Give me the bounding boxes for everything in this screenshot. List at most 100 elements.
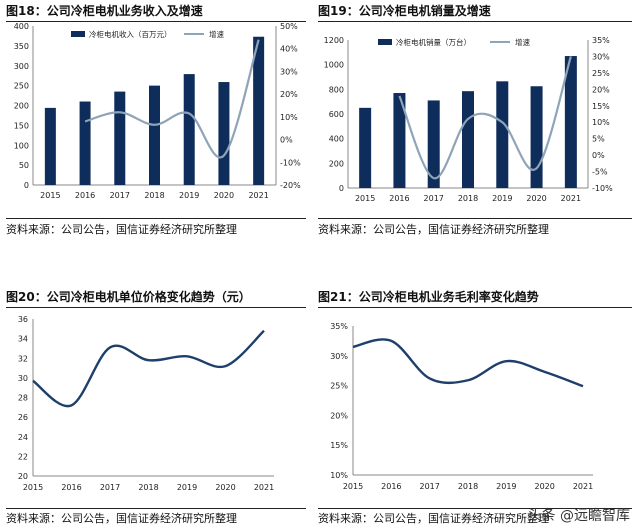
x-tick-label: 2019 — [492, 194, 512, 203]
figure-21-source: 资料来源：公司公告，国信证券经济研究所整理 — [318, 512, 549, 525]
bar — [359, 107, 372, 188]
x-tick-label: 2021 — [573, 482, 593, 491]
figure-19-panel: 图19：公司冷柜电机销量及增速 0 200 400 600 800 1000 1200 -10… — [318, 4, 638, 236]
figure-21-bottom-rule — [318, 508, 632, 509]
left-tick-label: 100 — [14, 141, 29, 150]
right-tick-label: 0% — [280, 136, 293, 145]
y-tick-label: 20 — [18, 472, 28, 481]
legend-bar-swatch — [378, 39, 392, 45]
right-tick-label: 15% — [592, 102, 610, 111]
figure-18-title: 图18：公司冷柜电机业务收入及增速 — [6, 4, 203, 18]
figure-21-title: 图21：公司冷柜电机业务毛利率变化趋势 — [318, 290, 539, 304]
left-tick-label: 600 — [329, 110, 344, 119]
x-tick-label: 2016 — [389, 194, 409, 203]
left-tick-label: 350 — [14, 42, 29, 51]
left-tick-label: 400 — [14, 22, 29, 31]
figure-18-top-rule — [6, 21, 306, 22]
legend-line-label: 增速 — [515, 37, 530, 47]
left-tick-label: 200 — [329, 159, 344, 168]
left-tick-label: 0 — [24, 181, 29, 190]
right-tick-label: -10% — [592, 184, 613, 193]
bar — [564, 56, 577, 189]
watermark-text: 头条 @远瞻智库 — [527, 508, 630, 524]
legend-bar-label: 冷柜电机收入（百万元） — [89, 29, 172, 39]
figure-18-source: 资料来源：公司公告，国信证券经济研究所整理 — [6, 223, 237, 236]
right-tick-label: -20% — [280, 181, 301, 190]
right-tick-label: -5% — [592, 168, 608, 177]
bar — [44, 107, 56, 185]
right-tick-label: 10% — [280, 113, 298, 122]
bar — [253, 36, 265, 185]
figure-20-title: 图20：公司冷柜电机单位价格变化趋势（元） — [6, 290, 251, 304]
growth-line — [84, 39, 260, 159]
trend-line — [352, 338, 584, 388]
x-tick-label: 2017 — [100, 483, 120, 492]
left-tick-label: 50 — [19, 161, 29, 170]
x-tick-label: 2019 — [177, 483, 197, 492]
x-tick-label: 2016 — [381, 482, 401, 491]
right-tick-label: 50% — [280, 22, 298, 31]
bar — [79, 101, 91, 185]
y-tick-label: 32 — [18, 354, 28, 363]
y-tick-label: 28 — [18, 394, 28, 403]
x-tick-label: 2015 — [355, 194, 375, 203]
x-tick-label: 2021 — [561, 194, 581, 203]
x-tick-label: 2018 — [144, 191, 164, 200]
y-tick-label: 26 — [18, 413, 28, 422]
bar — [183, 74, 195, 185]
x-tick-label: 2015 — [23, 483, 43, 492]
y-tick-label: 25% — [330, 382, 348, 391]
x-tick-label: 2017 — [424, 194, 444, 203]
right-tick-label: 40% — [280, 45, 298, 54]
left-tick-label: 150 — [14, 121, 29, 130]
y-tick-label: 36 — [18, 315, 28, 324]
bar — [114, 91, 126, 185]
right-tick-label: 25% — [592, 69, 610, 78]
left-tick-label: 400 — [329, 135, 344, 144]
x-tick-label: 2019 — [496, 482, 516, 491]
legend-line-label: 增速 — [209, 29, 224, 39]
x-tick-label: 2019 — [179, 191, 199, 200]
x-tick-label: 2016 — [61, 483, 81, 492]
right-tick-label: 20% — [592, 85, 610, 94]
right-tick-label: -10% — [280, 158, 301, 167]
left-tick-label: 1000 — [324, 61, 344, 70]
y-tick-label: 30% — [330, 352, 348, 361]
figure-20-source: 资料来源：公司公告，国信证券经济研究所整理 — [6, 512, 237, 525]
figure-19-chart: 0 200 400 600 800 1000 1200 -10% -5% 0% 5% 10% 15% 20… — [324, 36, 613, 203]
right-tick-label: 5% — [592, 135, 605, 144]
figure-20-panel: 图20：公司冷柜电机单位价格变化趋势（元） 20 22 24 26 28 30 32 34 36… — [6, 290, 326, 525]
trend-line — [32, 329, 265, 408]
x-tick-label: 2016 — [75, 191, 95, 200]
figure-18-chart: 0 50 100 150 200 250 300 350 400 -20% -10% 0% 10% 20%… — [14, 22, 301, 200]
x-tick-label: 2020 — [214, 191, 234, 200]
left-tick-label: 1200 — [324, 36, 344, 45]
left-tick-label: 300 — [14, 62, 29, 71]
right-tick-label: 30% — [280, 67, 298, 76]
figure-20-top-rule — [6, 307, 306, 308]
x-tick-label: 2020 — [215, 483, 235, 492]
figure-19-source: 资料来源：公司公告，国信证券经济研究所整理 — [318, 223, 549, 236]
legend-bar-label: 冷柜电机销量（万台） — [396, 37, 471, 47]
x-tick-label: 2015 — [343, 482, 363, 491]
growth-line — [398, 56, 572, 180]
figure-19-title: 图19：公司冷柜电机销量及增速 — [318, 4, 491, 18]
right-tick-label: 35% — [592, 36, 610, 45]
left-tick-label: 200 — [14, 102, 29, 111]
y-tick-label: 15% — [330, 441, 348, 450]
y-tick-label: 20% — [330, 411, 348, 420]
x-tick-label: 2017 — [419, 482, 439, 491]
figure-18-bottom-rule — [6, 218, 306, 219]
legend-bar-swatch — [71, 31, 85, 37]
x-tick-label: 2020 — [526, 194, 546, 203]
left-tick-label: 250 — [14, 82, 29, 91]
y-tick-label: 34 — [18, 335, 28, 344]
y-tick-label: 10% — [330, 471, 348, 480]
bar — [427, 100, 440, 188]
figure-20-bottom-rule — [6, 508, 306, 509]
x-tick-label: 2020 — [534, 482, 554, 491]
y-tick-label: 24 — [18, 433, 28, 442]
y-tick-label: 35% — [330, 322, 348, 331]
bar — [393, 93, 406, 188]
figure-18-panel: 图18：公司冷柜电机业务收入及增速 0 50 100 150 200 250 300 350 4… — [6, 4, 326, 236]
